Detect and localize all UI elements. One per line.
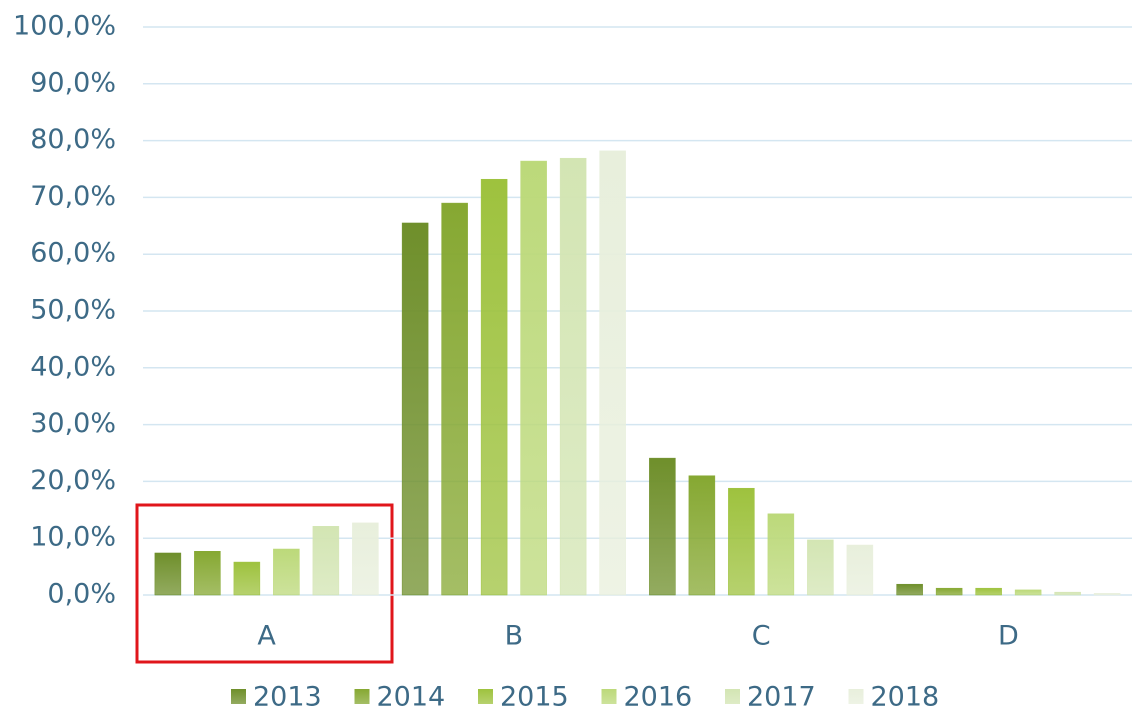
bar bbox=[441, 202, 468, 596]
bar bbox=[480, 178, 508, 596]
legend-label: 2017 bbox=[747, 682, 816, 711]
x-tick-label: B bbox=[505, 621, 524, 652]
bar bbox=[649, 457, 676, 596]
bar bbox=[728, 487, 755, 596]
y-tick-label: 0,0% bbox=[47, 579, 116, 610]
legend-label: 2016 bbox=[624, 682, 693, 711]
y-tick-label: 80,0% bbox=[30, 124, 116, 155]
bar bbox=[559, 157, 587, 596]
x-tick-label: A bbox=[257, 621, 276, 652]
legend-swatch bbox=[601, 689, 617, 704]
bar bbox=[154, 552, 182, 596]
bar bbox=[194, 551, 221, 596]
y-tick-label: 30,0% bbox=[30, 408, 116, 439]
legend-swatch bbox=[848, 689, 864, 704]
bar bbox=[846, 544, 874, 596]
bar bbox=[767, 513, 795, 596]
highlight-box bbox=[135, 503, 394, 664]
legend-label: 2018 bbox=[871, 682, 940, 711]
y-tick-label: 100,0% bbox=[13, 11, 116, 42]
y-tick-label: 50,0% bbox=[30, 295, 116, 326]
y-tick-label: 90,0% bbox=[30, 67, 116, 98]
bar bbox=[312, 526, 340, 596]
bar bbox=[1054, 591, 1081, 596]
bar bbox=[896, 583, 923, 596]
legend-label: 2014 bbox=[377, 682, 446, 711]
legend-label: 2013 bbox=[253, 682, 322, 711]
bar bbox=[273, 548, 300, 596]
bar bbox=[975, 587, 1002, 596]
bar bbox=[688, 475, 716, 596]
legend-swatch bbox=[725, 689, 740, 704]
legend-swatch bbox=[231, 689, 246, 704]
bar bbox=[401, 222, 429, 596]
x-tick-label: C bbox=[752, 621, 771, 652]
y-tick-label: 10,0% bbox=[30, 522, 116, 553]
bar bbox=[599, 150, 626, 596]
x-tick-label: D bbox=[998, 621, 1019, 652]
bar bbox=[1014, 589, 1042, 596]
legend-swatch bbox=[354, 689, 370, 704]
bar bbox=[520, 160, 547, 596]
legend-swatch bbox=[478, 689, 493, 704]
bar bbox=[807, 539, 834, 596]
bar bbox=[233, 561, 261, 596]
bar bbox=[935, 587, 963, 596]
y-tick-label: 70,0% bbox=[30, 181, 116, 212]
bar bbox=[352, 522, 379, 596]
legend-label: 2015 bbox=[500, 682, 569, 711]
y-tick-label: 40,0% bbox=[30, 351, 116, 382]
y-tick-label: 20,0% bbox=[30, 465, 116, 496]
bar bbox=[1093, 593, 1121, 596]
y-tick-label: 60,0% bbox=[30, 238, 116, 269]
